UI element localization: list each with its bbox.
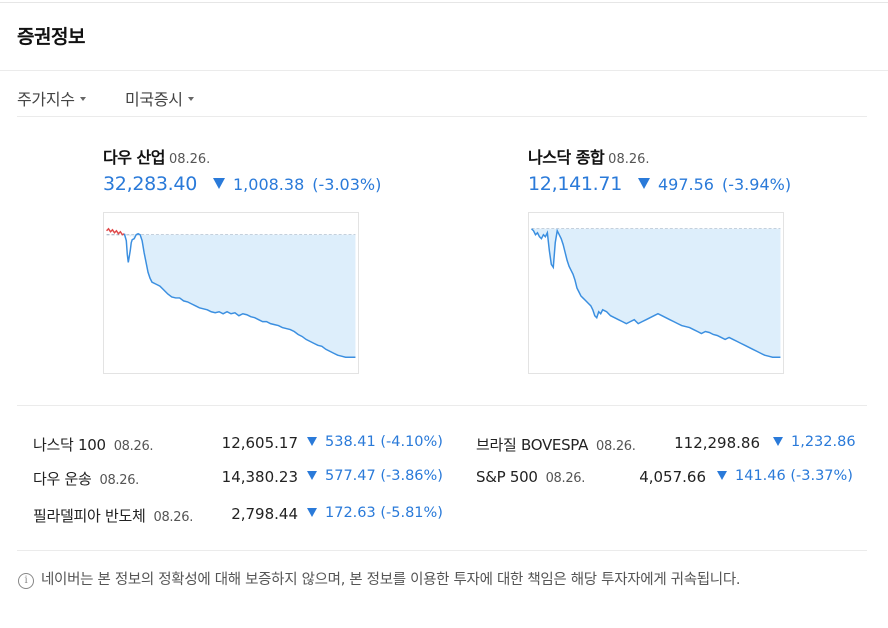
row-name: S&P 500 (476, 468, 538, 486)
row-value: 2,798.44 (231, 505, 298, 523)
row-change: 1,232.86 (791, 434, 856, 450)
row-name: 브라질 BOVESPA (476, 436, 589, 454)
notice-divider (17, 550, 867, 551)
card-header: 나스닥 종합 08.26. (528, 144, 791, 168)
card-date: 08.26. (608, 152, 650, 167)
cards-divider (17, 405, 867, 406)
chart-area (531, 228, 781, 358)
index-type-label: 주가지수 (17, 90, 75, 109)
card-value: 12,141.71 (528, 173, 622, 195)
filter-divider (17, 116, 867, 117)
index-card-nasdaq[interactable]: 나스닥 종합 08.26. 12,141.71 497.56 (-3.94%) (528, 144, 791, 195)
index-row-sp500[interactable]: S&P 500 08.26. 4,057.66 141.46 (-3.37%) (476, 468, 868, 490)
disclaimer: i 네이버는 본 정보의 정확성에 대해 보증하지 않으며, 본 정보를 이용한 … (18, 569, 868, 592)
row-date: 08.26. (113, 439, 154, 454)
index-card-dow[interactable]: 다우 산업 08.26. 32,283.40 1,008.38 (-3.03%) (103, 144, 381, 195)
card-date: 08.26. (168, 152, 211, 167)
row-name: 나스닥 100 (33, 436, 106, 454)
card-name: 나스닥 종합 (528, 148, 605, 167)
nasdaq-intraday-chart (528, 212, 784, 374)
chart-line-down (123, 232, 356, 358)
caret-down-icon (79, 96, 86, 101)
dow-intraday-chart (103, 212, 359, 374)
chart-line-down (531, 228, 781, 358)
row-name: 다우 운송 (33, 470, 92, 488)
card-price-row: 32,283.40 1,008.38 (-3.03%) (103, 173, 381, 195)
row-name-wrap: 브라질 BOVESPA 08.26. (476, 434, 636, 455)
header-divider (0, 70, 888, 71)
row-date: 08.26. (596, 439, 636, 454)
row-value: 112,298.86 (674, 434, 760, 452)
row-change: 577.47 (325, 468, 376, 484)
index-row-dow-transport[interactable]: 다우 운송 08.26. 14,380.23 577.47 (-3.86%) (33, 468, 448, 490)
row-percent: (-3.86%) (380, 468, 443, 484)
triangle-down-icon (307, 437, 317, 446)
row-name-wrap: S&P 500 08.26. (476, 468, 585, 486)
market-label: 미국증시 (125, 90, 183, 109)
row-value: 4,057.66 (639, 468, 706, 486)
row-name-wrap: 필라델피아 반도체 08.26. (33, 505, 193, 526)
row-value: 12,605.17 (221, 434, 298, 452)
triangle-down-icon (717, 471, 727, 480)
row-date: 08.26. (545, 471, 586, 486)
row-change: 172.63 (325, 505, 376, 521)
top-divider (0, 2, 888, 3)
triangle-down-icon (773, 437, 783, 446)
row-date: 08.26. (153, 510, 194, 525)
row-change: 538.41 (325, 434, 376, 450)
index-row-sox[interactable]: 필라델피아 반도체 08.26. 2,798.44 172.63 (-5.81%) (33, 505, 448, 527)
row-name: 필라델피아 반도체 (33, 507, 146, 525)
index-type-dropdown[interactable]: 주가지수 (17, 86, 86, 110)
row-date: 08.26. (99, 473, 140, 488)
card-name: 다우 산업 (103, 148, 165, 167)
triangle-down-icon (213, 178, 225, 189)
chart-line-up (106, 227, 125, 236)
row-percent: (-5.81%) (380, 505, 443, 521)
row-value: 14,380.23 (221, 468, 298, 486)
card-change: 497.56 (658, 175, 714, 194)
card-value: 32,283.40 (103, 173, 197, 195)
row-change: 141.46 (735, 468, 786, 484)
disclaimer-text: 네이버는 본 정보의 정확성에 대해 보증하지 않으며, 본 정보를 이용한 투… (41, 572, 741, 588)
info-circle-icon: i (18, 573, 34, 589)
card-percent: (-3.03%) (312, 175, 382, 194)
section-title: 증권정보 (17, 26, 85, 48)
row-change-wrap: 141.46 (-3.37%) (717, 468, 853, 484)
card-price-row: 12,141.71 497.56 (-3.94%) (528, 173, 791, 195)
row-change-wrap: 1,232.86 (773, 434, 856, 450)
market-dropdown[interactable]: 미국증시 (125, 86, 194, 110)
card-change: 1,008.38 (233, 175, 305, 194)
chart-area (124, 233, 356, 358)
row-change-wrap: 172.63 (-5.81%) (307, 505, 443, 521)
triangle-down-icon (307, 471, 317, 480)
row-percent: (-3.37%) (790, 468, 853, 484)
row-name-wrap: 다우 운송 08.26. (33, 468, 139, 489)
row-percent: (-4.10%) (380, 434, 443, 450)
caret-down-icon (187, 96, 194, 101)
triangle-down-icon (307, 508, 317, 517)
card-percent: (-3.94%) (721, 175, 792, 194)
index-row-bovespa[interactable]: 브라질 BOVESPA 08.26. 112,298.86 1,232.86 (476, 434, 868, 456)
triangle-down-icon (638, 178, 650, 189)
row-change-wrap: 577.47 (-3.86%) (307, 468, 443, 484)
index-row-nasdaq100[interactable]: 나스닥 100 08.26. 12,605.17 538.41 (-4.10%) (33, 434, 448, 456)
card-header: 다우 산업 08.26. (103, 144, 381, 168)
row-change-wrap: 538.41 (-4.10%) (307, 434, 443, 450)
row-name-wrap: 나스닥 100 08.26. (33, 434, 154, 455)
